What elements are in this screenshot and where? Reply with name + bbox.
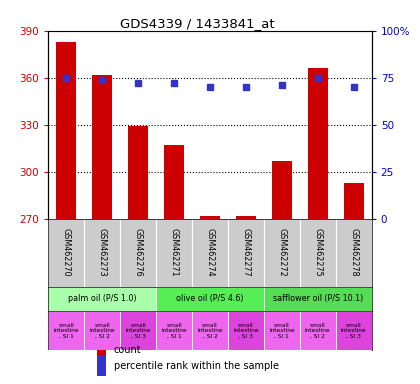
Bar (308, 68, 328, 219)
Text: small
intestine
, SI 1: small intestine , SI 1 (269, 323, 295, 338)
Text: GSM462270: GSM462270 (62, 228, 71, 277)
Text: GSM462272: GSM462272 (277, 228, 286, 277)
Bar (336, 311, 372, 349)
Bar (56, 42, 76, 219)
Bar (156, 286, 264, 311)
Bar (92, 74, 112, 219)
Text: percentile rank within the sample: percentile rank within the sample (114, 361, 279, 371)
Text: GSM462273: GSM462273 (98, 228, 107, 277)
Bar (48, 286, 156, 311)
Text: small
intestine
, SI 3: small intestine , SI 3 (233, 323, 259, 338)
Bar (192, 311, 228, 349)
Text: GSM462276: GSM462276 (134, 228, 143, 277)
Bar (128, 126, 148, 219)
Text: olive oil (P/S 4.6): olive oil (P/S 4.6) (176, 295, 244, 303)
Text: small
intestine
, SI 1: small intestine , SI 1 (161, 323, 187, 338)
Bar (200, 216, 220, 219)
Text: safflower oil (P/S 10.1): safflower oil (P/S 10.1) (273, 295, 363, 303)
Bar (300, 311, 336, 349)
Bar (264, 311, 300, 349)
Text: small
intestine
, SI 3: small intestine , SI 3 (125, 323, 151, 338)
Text: small
intestine
, SI 1: small intestine , SI 1 (53, 323, 79, 338)
Bar (84, 311, 120, 349)
Bar (228, 311, 264, 349)
Bar (264, 286, 372, 311)
Text: small
intestine
, SI 2: small intestine , SI 2 (197, 323, 223, 338)
Text: small
intestine
, SI 2: small intestine , SI 2 (89, 323, 115, 338)
Text: GSM462278: GSM462278 (349, 228, 358, 277)
Text: GDS4339 / 1433841_at: GDS4339 / 1433841_at (120, 17, 275, 30)
Bar (120, 311, 156, 349)
Bar (344, 183, 364, 219)
Bar (236, 216, 256, 219)
Text: small
intestine
, SI 3: small intestine , SI 3 (341, 323, 367, 338)
Bar (48, 311, 84, 349)
Text: GSM462275: GSM462275 (313, 228, 322, 277)
Bar (156, 311, 192, 349)
Text: GSM462271: GSM462271 (170, 228, 178, 277)
Text: GSM462274: GSM462274 (205, 228, 215, 277)
Text: palm oil (P/S 1.0): palm oil (P/S 1.0) (68, 295, 136, 303)
Text: small
intestine
, SI 2: small intestine , SI 2 (305, 323, 331, 338)
Bar (272, 161, 292, 219)
Bar (164, 145, 184, 219)
Bar (97, 355, 106, 376)
Bar (97, 340, 106, 361)
Text: count: count (114, 346, 142, 356)
Text: GSM462277: GSM462277 (241, 228, 250, 277)
